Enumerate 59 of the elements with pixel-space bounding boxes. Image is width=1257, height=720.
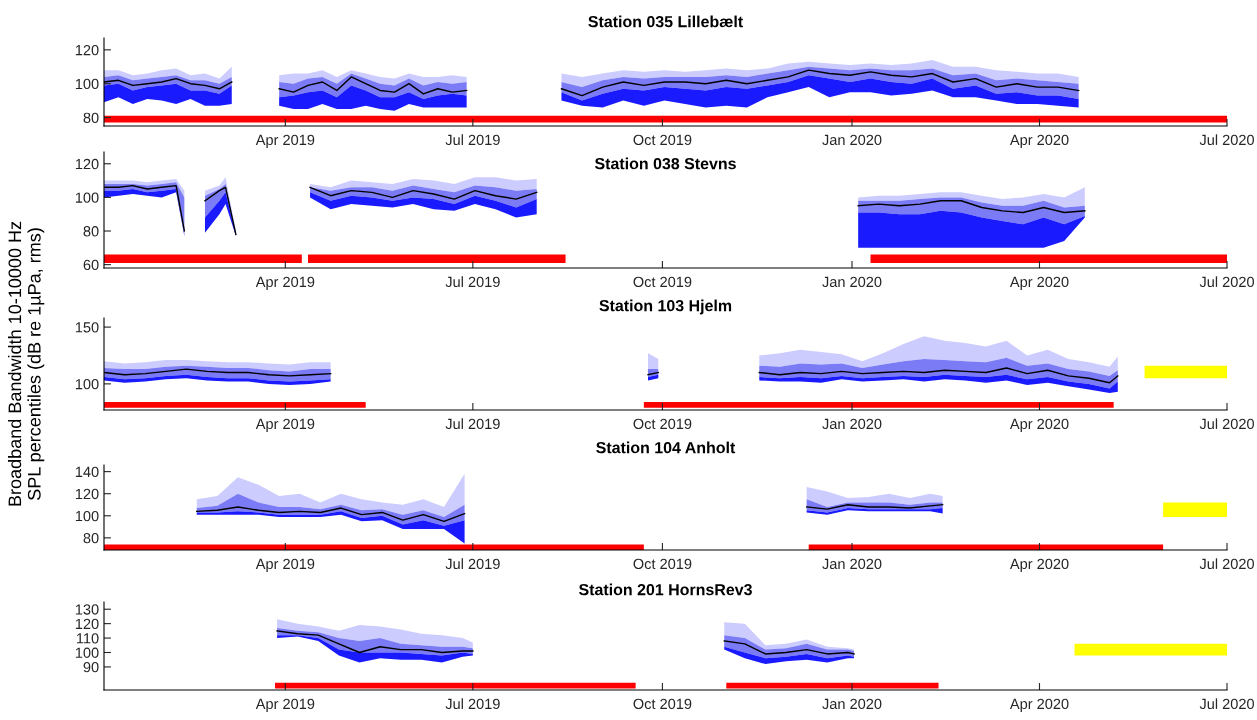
- x-tick-label: Apr 2020: [1009, 558, 1069, 572]
- chart-title: Station 103 Hjelm: [599, 299, 732, 315]
- x-tick-label: Oct 2019: [633, 134, 692, 146]
- x-tick-label: Jul 2019: [445, 134, 500, 146]
- line-series: [196, 506, 466, 522]
- line-series: [723, 640, 855, 655]
- x-tick-label: Oct 2019: [633, 558, 692, 570]
- x-tick-label: Jul 2019: [445, 558, 500, 570]
- x-tick-label: Oct 2019: [633, 276, 692, 288]
- x-tick-label: Oct 2019: [633, 418, 692, 430]
- x-tick-label: Jan 2020: [822, 276, 882, 288]
- x-tick-label: Jul 2019: [445, 698, 500, 710]
- chart-title: Station 035 Lillebælt: [588, 15, 743, 28]
- x-tick-label: Apr 2020: [1009, 276, 1069, 290]
- line-series: [758, 367, 1119, 384]
- x-tick-label: Apr 2020: [1009, 134, 1069, 148]
- x-tick-label: Apr 2019: [255, 558, 315, 572]
- y-tick-label: 130: [75, 604, 99, 615]
- chart-title: Station 104 Anholt: [596, 441, 736, 454]
- x-tick-label: Jan 2020: [822, 558, 882, 570]
- y-tick-label: 100: [75, 192, 99, 203]
- y-tick-label: 120: [75, 44, 99, 56]
- x-tick-label: Apr 2020: [1009, 418, 1069, 432]
- x-tick-label: Jan 2020: [822, 418, 882, 430]
- line-series: [309, 186, 538, 200]
- y-tick-label: 80: [83, 532, 99, 544]
- x-tick-label: Oct 2019: [633, 698, 692, 710]
- chart-title: Station 201 HornsRev3: [578, 583, 752, 596]
- x-tick-label: Apr 2019: [255, 418, 315, 432]
- y-tick-label: 140: [75, 466, 99, 478]
- y-tick-label: 100: [75, 647, 99, 658]
- y-tick-label: 120: [75, 618, 99, 630]
- y-tick-label: 60: [83, 259, 99, 271]
- x-tick-label: Jul 2020: [1199, 418, 1254, 430]
- x-tick-label: Jul 2020: [1199, 134, 1254, 146]
- x-tick-label: Jul 2020: [1199, 276, 1254, 288]
- x-tick-label: Apr 2019: [255, 134, 315, 148]
- x-tick-label: Jul 2019: [445, 418, 500, 430]
- y-tick-label: 80: [83, 112, 99, 123]
- x-tick-label: Apr 2019: [255, 276, 315, 290]
- x-tick-label: Jul 2019: [445, 276, 500, 288]
- y-tick-label: 120: [75, 488, 99, 500]
- y-tick-label: 150: [75, 322, 99, 333]
- chart-title: Station 038 Stevns: [594, 157, 736, 170]
- line-series: [857, 200, 1086, 214]
- y-tick-label: 90: [83, 662, 99, 673]
- y-tick-label: 80: [83, 226, 99, 237]
- y-tick-label: 100: [75, 510, 99, 522]
- x-tick-label: Jan 2020: [822, 698, 882, 710]
- y-tick-label: 100: [75, 378, 99, 390]
- x-tick-label: Jul 2020: [1199, 698, 1254, 710]
- y-tick-label: 110: [77, 633, 99, 644]
- x-tick-label: Jul 2020: [1199, 558, 1254, 570]
- x-tick-label: Jan 2020: [822, 134, 882, 146]
- y-tick-label: 100: [75, 78, 99, 90]
- y-axis-title: Broadband Bandwidth 10-10000 Hz SPL percentiles (dB re 1µPa, rms): [7, 221, 45, 506]
- y-tick-label: 120: [75, 158, 99, 170]
- x-tick-label: Apr 2020: [1009, 698, 1069, 712]
- x-tick-label: Apr 2019: [255, 698, 315, 712]
